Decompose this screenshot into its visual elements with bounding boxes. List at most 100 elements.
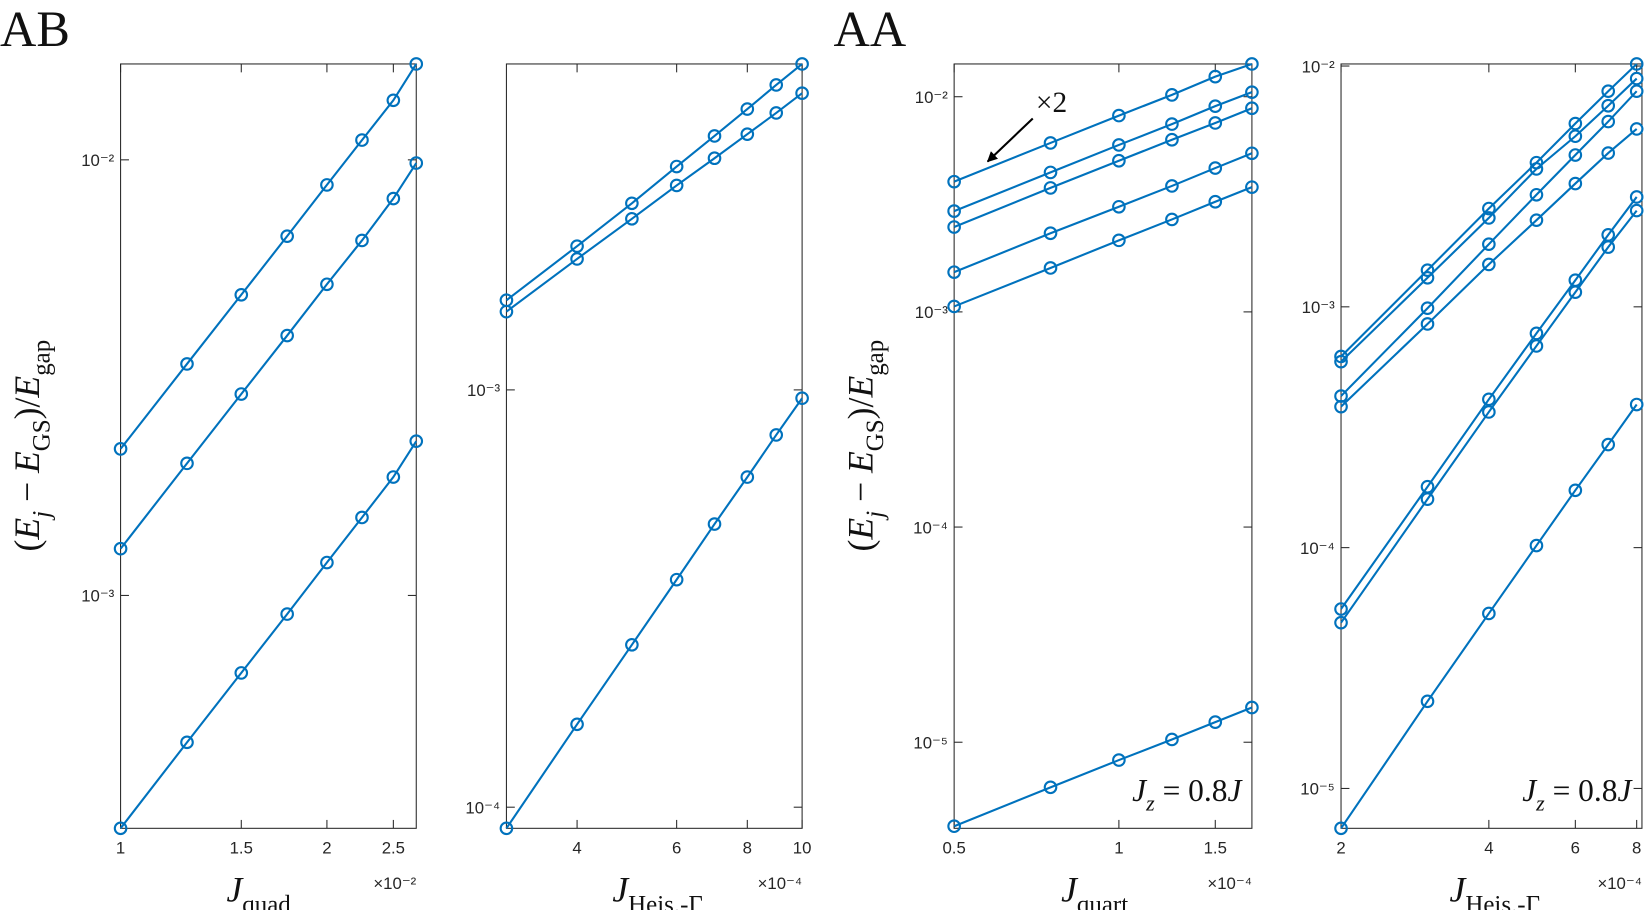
data-point xyxy=(625,196,639,211)
data-point xyxy=(769,428,784,442)
data-point xyxy=(113,821,128,836)
data-point xyxy=(386,470,401,484)
data-point xyxy=(570,252,584,266)
x-tick-label: 8 xyxy=(1632,838,1641,857)
data-point xyxy=(113,541,128,556)
y-tick-label: 10⁻⁴ xyxy=(1300,539,1335,558)
data-point xyxy=(669,572,684,587)
data-point xyxy=(234,287,249,302)
data-point xyxy=(1043,181,1058,195)
x-axis-label-part: Heis.-Γ xyxy=(1465,891,1540,910)
data-point xyxy=(1165,212,1179,227)
data-point xyxy=(1208,161,1223,175)
data-point xyxy=(1165,132,1179,147)
x-tick-label: 6 xyxy=(1571,838,1580,857)
data-point xyxy=(180,456,194,471)
series-line xyxy=(505,397,803,829)
data-point xyxy=(320,178,334,192)
y-axis-label-part: E xyxy=(840,451,880,474)
y-axis-label-part: j xyxy=(862,511,889,521)
data-point xyxy=(1165,88,1179,102)
data-point xyxy=(570,717,584,732)
y-axis-label-part: E xyxy=(7,376,47,399)
data-point xyxy=(499,821,514,836)
y-tick-label: 10⁻³ xyxy=(915,303,948,322)
data-point xyxy=(1482,237,1496,252)
data-point xyxy=(320,277,334,292)
x-axis-label-part: Heis.-Γ xyxy=(628,891,703,910)
x-axis-label-part: J xyxy=(226,870,244,910)
x-axis-label-part: J xyxy=(612,870,630,910)
data-point xyxy=(386,93,401,108)
data-point xyxy=(1043,165,1058,180)
data-point xyxy=(1245,57,1259,71)
data-point xyxy=(707,129,722,143)
y-tick-label: 10⁻⁵ xyxy=(913,734,947,753)
x-multiplier: ×10⁻⁴ xyxy=(1207,874,1251,893)
plot-frame xyxy=(505,63,803,829)
plot-frame xyxy=(120,63,417,829)
x-axis-label: Jquart xyxy=(1061,870,1128,910)
y-tick-label: 10⁻³ xyxy=(1302,298,1335,317)
series-line xyxy=(119,162,418,550)
data-point xyxy=(707,517,722,531)
data-point xyxy=(947,204,961,218)
y-tick-label: 10⁻² xyxy=(1302,57,1335,76)
annotation-arrow xyxy=(986,117,1034,163)
annotation-part: J xyxy=(1522,773,1538,808)
data-point xyxy=(1208,715,1223,729)
data-point xyxy=(1482,257,1496,272)
data-point xyxy=(1245,146,1259,161)
data-point xyxy=(1601,98,1616,113)
data-point xyxy=(1420,301,1435,316)
data-point xyxy=(280,607,294,621)
data-point xyxy=(1629,203,1644,218)
data-point xyxy=(1208,69,1223,84)
data-point xyxy=(1482,201,1496,216)
annotation: ×2 xyxy=(1036,87,1067,119)
series-line xyxy=(1340,128,1638,408)
data-point xyxy=(1334,821,1348,836)
data-point xyxy=(1245,180,1259,194)
data-point xyxy=(409,434,424,449)
data-point xyxy=(707,151,722,166)
data-point xyxy=(1420,263,1435,277)
y-axis-label: (Ej − EGS)/Egap xyxy=(7,340,56,552)
y-axis-label-part: E xyxy=(840,376,880,399)
x-tick-label: 2 xyxy=(322,838,331,857)
data-point xyxy=(234,387,249,401)
x-tick-label: 2.5 xyxy=(382,838,405,857)
data-point xyxy=(180,735,194,750)
x-axis-label-part: J xyxy=(1450,870,1468,910)
data-point xyxy=(1482,405,1496,419)
data-point xyxy=(1568,176,1583,191)
x-tick-label: 4 xyxy=(1484,838,1493,857)
data-point xyxy=(947,220,961,234)
series-line xyxy=(505,92,803,313)
data-point xyxy=(795,86,809,101)
data-point xyxy=(625,637,639,652)
data-point xyxy=(769,78,784,92)
data-point xyxy=(1568,483,1583,498)
data-point xyxy=(320,555,334,570)
data-point xyxy=(1482,211,1496,225)
x-tick-label: 1.5 xyxy=(1204,838,1227,857)
data-point xyxy=(1568,148,1583,162)
data-point xyxy=(1568,129,1583,144)
x-multiplier: ×10⁻⁴ xyxy=(758,874,803,893)
y-axis-label-part: − xyxy=(7,473,47,511)
y-axis-label-part: ( xyxy=(7,540,47,552)
data-point xyxy=(180,357,194,371)
x-axis-label-part: J xyxy=(1061,870,1079,910)
data-point xyxy=(1629,190,1644,204)
y-tick-label: 10⁻³ xyxy=(467,381,500,400)
data-point xyxy=(740,127,755,141)
data-point xyxy=(1165,179,1179,193)
x-axis-label-part: quart xyxy=(1077,891,1128,910)
data-point xyxy=(1420,270,1435,285)
data-point xyxy=(1529,538,1544,553)
y-axis-label-part: )/ xyxy=(7,397,47,419)
